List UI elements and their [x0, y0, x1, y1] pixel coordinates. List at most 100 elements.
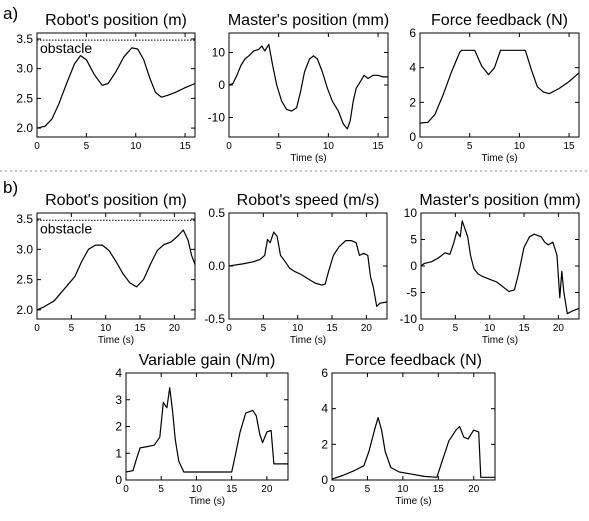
x-tick-label: 20 — [468, 484, 480, 495]
plot-frame — [419, 32, 580, 138]
chart-b5: Force feedback (N) 0 5 10 15 20 0 2 4 6 Time (s) — [321, 352, 496, 507]
x-axis-label: Time (s) — [290, 335, 326, 346]
chart-title: Master's position (mm) — [228, 12, 389, 29]
panel-b-label: b) — [3, 178, 18, 197]
chart-title: Master's position (mm) — [419, 192, 580, 209]
y-tick-label: 2.0 — [16, 303, 33, 317]
y-tick-label: 2.0 — [16, 121, 33, 135]
x-tick-label: 0 — [418, 323, 424, 334]
series-line — [36, 47, 196, 129]
plot-frame — [36, 212, 196, 320]
x-tick-label: 15 — [373, 141, 385, 152]
chart-b2: Robot's speed (m/s) 0 5 10 15 20 -0.5 0.0 0.5 Tim… — [204, 192, 388, 346]
x-tick-label: 0 — [417, 141, 423, 152]
y-tick-label: 0 — [409, 130, 416, 144]
x-tick-label: 20 — [261, 484, 273, 495]
x-tick-label: 10 — [292, 323, 304, 334]
y-tick-label: 0.5 — [208, 206, 225, 220]
x-axis-label: Time (s) — [481, 153, 517, 164]
series-line — [36, 229, 196, 311]
x-tick-label: 0 — [34, 323, 40, 334]
y-tick-label: 0 — [218, 78, 225, 92]
y-tick-label: 3.0 — [16, 242, 33, 256]
x-tick-label: 10 — [323, 141, 335, 152]
x-tick-label: 5 — [158, 484, 164, 495]
series-line — [228, 231, 388, 307]
x-tick-label: 15 — [518, 323, 530, 334]
series-line — [420, 220, 580, 315]
plot-frame — [228, 212, 388, 320]
y-tick-label: 4 — [409, 61, 416, 75]
plot-frame — [125, 372, 289, 481]
panel-label-a: a) — [3, 4, 18, 23]
x-tick-label: 10 — [397, 484, 409, 495]
series-line — [228, 43, 388, 130]
y-tick-label: -10 — [208, 111, 226, 125]
chart-b3: Master's position (mm)0 5 10 15 20-10-50510T… — [400, 192, 581, 346]
x-tick-label: 5 — [276, 141, 282, 152]
y-tick-label: 3.5 — [16, 212, 33, 226]
x-tick-label: 10 — [100, 323, 112, 334]
x-axis-label: Time (s) — [189, 496, 225, 507]
x-tick-label: 15 — [134, 323, 146, 334]
chart-title: Robot's position (m) — [45, 192, 187, 209]
plot-frame — [228, 32, 389, 138]
y-tick-label: 4 — [321, 402, 328, 416]
series-line — [419, 49, 580, 124]
chart-a1: Robot's position (m) 0 5 10 15 2.0 2.5 3.0 3.5 ob… — [16, 12, 196, 152]
chart-b1: Robot's position (m) 0 5 10 15 20 2.0 2.5 3.0 3.5… — [16, 192, 196, 346]
x-tick-label: 20 — [361, 323, 373, 334]
x-tick-label: 20 — [169, 323, 181, 334]
x-tick-label: 10 — [514, 141, 526, 152]
plot-frame — [331, 372, 496, 481]
chart-title: Robot's speed (m/s) — [237, 192, 380, 209]
x-tick-label: 0 — [123, 484, 129, 495]
x-tick-label: 10 — [484, 323, 496, 334]
x-tick-label: 0 — [329, 484, 335, 495]
chart-title: Force feedback (N) — [345, 352, 482, 369]
chart-title: Robot's position (m) — [45, 12, 187, 29]
y-tick-label: 0 — [410, 259, 417, 273]
y-tick-label: 1 — [115, 446, 122, 460]
series-line — [125, 387, 288, 473]
plot-frame — [36, 32, 196, 138]
x-tick-label: 5 — [69, 323, 75, 334]
y-tick-label: -0.5 — [204, 312, 225, 326]
chart-b4: Variable gain (N/m) 0 5 10 15 20 0 1 2 3 4 Time (s) — [115, 352, 289, 507]
chart-a3: Force feedback (N) 0 5 10 15 0 2 4 6 Time (s) — [409, 12, 580, 164]
y-tick-label: 3.5 — [16, 32, 33, 46]
y-tick-label: 10 — [404, 206, 418, 220]
y-tick-label: 10 — [212, 46, 226, 60]
x-tick-label: 0 — [34, 141, 40, 152]
x-tick-label: 5 — [453, 323, 459, 334]
x-tick-label: 20 — [553, 323, 565, 334]
plot-frame — [420, 212, 580, 320]
y-tick-label: 6 — [321, 366, 328, 380]
x-tick-label: 0 — [226, 141, 232, 152]
y-tick-label: 3 — [115, 393, 122, 407]
y-tick-label: 2 — [409, 95, 416, 109]
x-tick-label: 15 — [326, 323, 338, 334]
y-tick-label: 4 — [115, 366, 122, 380]
y-tick-label: 2 — [321, 437, 328, 451]
x-axis-label: Time (s) — [395, 496, 431, 507]
x-tick-label: 5 — [84, 141, 90, 152]
series-line — [331, 417, 495, 480]
y-tick-label: 6 — [409, 26, 416, 40]
y-tick-label: 5 — [410, 233, 417, 247]
x-tick-label: 5 — [467, 141, 473, 152]
obstacle-label: obstacle — [40, 40, 92, 56]
y-tick-label: 0 — [321, 473, 328, 487]
x-tick-label: 15 — [433, 484, 445, 495]
panel-a-label: a) — [3, 4, 18, 23]
x-tick-label: 5 — [261, 323, 267, 334]
chart-title: Force feedback (N) — [431, 12, 568, 29]
x-tick-label: 15 — [180, 141, 192, 152]
obstacle-label: obstacle — [40, 220, 92, 236]
y-tick-label: 0.0 — [208, 259, 225, 273]
x-tick-label: 5 — [365, 484, 371, 495]
x-tick-label: 0 — [226, 323, 232, 334]
y-tick-label: -5 — [406, 286, 417, 300]
